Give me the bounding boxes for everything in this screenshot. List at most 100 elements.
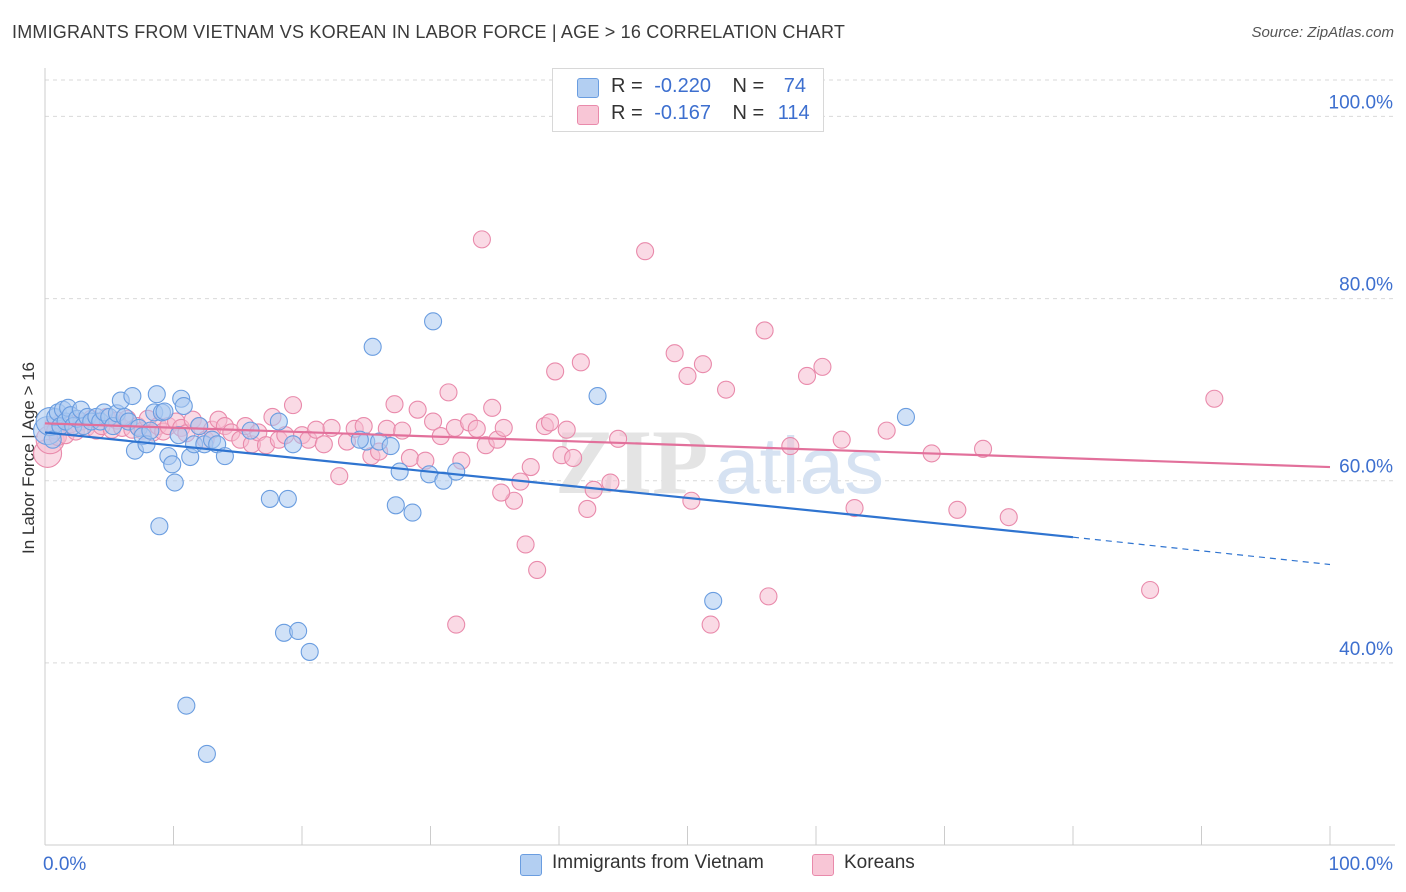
korean-point	[701, 615, 720, 634]
legend-label-vietnam: Immigrants from Vietnam	[552, 852, 764, 873]
pink-swatch-icon	[577, 105, 599, 125]
grid-layer	[45, 79, 1395, 664]
vietnam-point	[123, 386, 142, 406]
vietnam-point	[174, 396, 193, 416]
korean-point	[546, 362, 565, 381]
korean-point	[1141, 580, 1160, 600]
vietnam-point	[386, 496, 405, 515]
korean-point	[578, 499, 597, 518]
r-value: -0.220	[654, 75, 711, 97]
vietnam-point	[289, 621, 308, 641]
korean-point	[845, 498, 864, 518]
vietnam-point	[197, 744, 216, 763]
korean-point	[832, 430, 851, 449]
vietnam-point	[390, 462, 409, 481]
vietnam-point	[169, 426, 188, 445]
vietnam-trend-line	[44, 431, 1074, 539]
y-tick-label: 60.0%	[1339, 457, 1393, 478]
vietnam-point	[350, 430, 369, 449]
pink-swatch-icon	[812, 854, 834, 876]
r-label: R =	[611, 75, 643, 97]
korean-point	[973, 439, 993, 458]
korean-point	[716, 380, 736, 399]
vietnam-point	[704, 591, 723, 610]
korean-point	[693, 355, 712, 374]
vietnam-point	[588, 386, 607, 406]
korean-point	[385, 395, 404, 414]
korean-point	[877, 421, 896, 440]
korean-point	[665, 344, 684, 363]
n-label: N =	[732, 75, 765, 97]
vietnam-point	[363, 337, 382, 356]
tick-labels: 40.0% 60.0% 80.0% 100.0% 0.0% 100.0%	[43, 92, 1393, 875]
vietnam-point	[43, 430, 62, 449]
y-tick-label: 100.0%	[1329, 92, 1394, 113]
korean-point	[755, 321, 774, 340]
vietnam-trend-extension	[1072, 536, 1331, 566]
source-label: Source: ZipAtlas.com	[1251, 24, 1394, 41]
korean-point	[283, 396, 303, 415]
blue-swatch-icon	[520, 854, 542, 876]
korean-point	[813, 357, 832, 376]
korean-point	[472, 230, 491, 249]
vietnam-point	[269, 412, 288, 431]
korean-point	[564, 448, 583, 467]
n-value: 114	[777, 102, 810, 124]
chart-title: IMMIGRANTS FROM VIETNAM VS KOREAN IN LAB…	[12, 22, 846, 42]
n-label: N =	[732, 102, 765, 124]
vietnam-point	[260, 489, 279, 508]
korean-point	[781, 437, 800, 456]
vietnam-point	[177, 696, 196, 715]
vietnam-point	[447, 462, 466, 481]
vietnam-point	[150, 517, 169, 536]
vietnam-point	[896, 407, 916, 427]
vietnam-point	[300, 642, 319, 661]
korean-point	[516, 535, 535, 554]
legend-label-koreans: Koreans	[844, 852, 915, 873]
korean-point	[759, 587, 778, 606]
trend-layer	[44, 422, 1331, 566]
korean-point	[636, 242, 655, 261]
x-tick-label-max: 100.0%	[1329, 854, 1394, 875]
korean-point	[504, 491, 524, 510]
korean-point	[999, 508, 1018, 527]
korean-trend-line	[44, 422, 1331, 469]
korean-point	[1205, 389, 1224, 408]
korean-point	[330, 467, 349, 486]
vietnam-point	[283, 435, 303, 454]
korean-point	[408, 400, 427, 419]
korean-point	[682, 491, 701, 510]
watermark: ZIP atlas	[555, 411, 884, 513]
blue-swatch-icon	[577, 78, 599, 98]
korean-point	[483, 398, 502, 417]
korean-point	[424, 412, 443, 431]
vietnam-point	[381, 437, 400, 456]
vietnam-point	[403, 503, 422, 522]
r-value: -0.167	[654, 102, 711, 124]
vietnam-point	[190, 417, 209, 436]
korean-point	[521, 458, 540, 477]
korean-point	[571, 353, 590, 372]
y-tick-label: 80.0%	[1339, 275, 1393, 296]
korean-point	[494, 418, 513, 437]
watermark-atlas: atlas	[715, 421, 884, 510]
vietnam-point	[165, 473, 184, 492]
korean-point	[439, 383, 458, 402]
vietnam-point	[147, 385, 166, 404]
korean-point	[467, 419, 486, 438]
n-value: 74	[783, 75, 807, 97]
korean-point	[447, 615, 466, 634]
x-tick-label-min: 0.0%	[43, 854, 86, 875]
vietnam-point	[424, 312, 443, 331]
vietnam-point	[155, 402, 174, 421]
korean-point	[557, 420, 576, 439]
korean-point	[948, 500, 967, 519]
korean-point	[528, 560, 547, 580]
vietnam-point	[141, 421, 160, 440]
correlation-legend: R = -0.220 N = 74 R = -0.167 N = 114	[552, 68, 824, 132]
korean-point	[492, 483, 511, 502]
korean-point	[797, 366, 817, 386]
korean-point	[314, 435, 333, 454]
y-tick-label: 40.0%	[1339, 639, 1393, 660]
